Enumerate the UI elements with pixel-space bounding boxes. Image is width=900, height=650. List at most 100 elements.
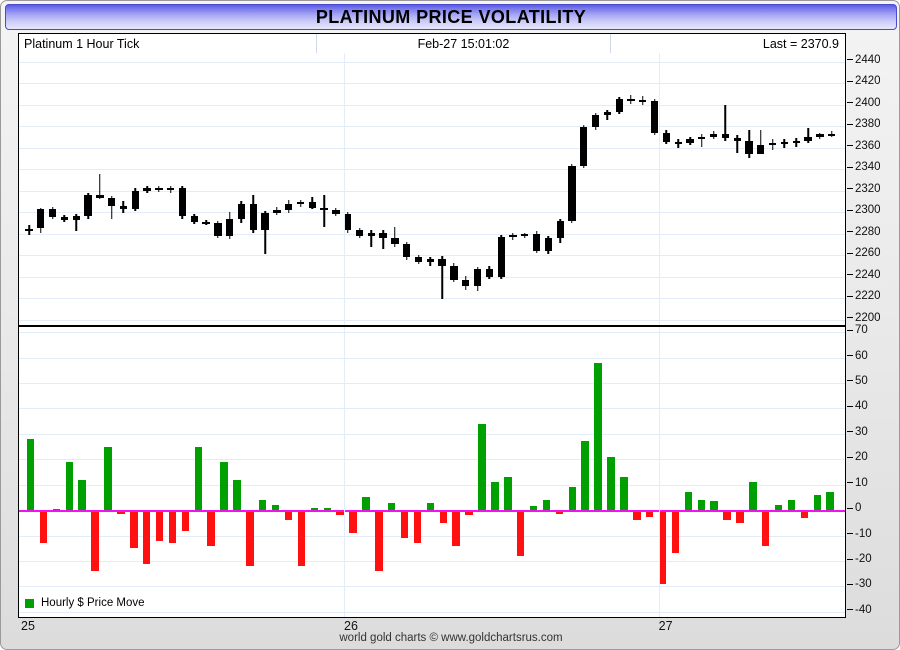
candle-body — [296, 202, 305, 205]
candle-wick — [264, 211, 266, 255]
instrument-label: Platinum 1 Hour Tick — [24, 36, 140, 51]
bottom-date-axis: 25 26 27 — [18, 619, 846, 639]
candle-body — [532, 233, 541, 251]
price-move-bar-up — [504, 477, 512, 511]
candle-wick — [394, 227, 396, 247]
move-gridline — [19, 357, 845, 359]
candlestick — [355, 53, 364, 325]
candlestick — [757, 53, 765, 325]
candlestick — [344, 53, 352, 325]
price-move-bar-down — [800, 510, 809, 518]
candle-body — [320, 207, 328, 210]
candlestick — [521, 53, 529, 325]
price-move-bar-up — [52, 508, 61, 511]
candlestick — [25, 53, 33, 325]
candlestick — [84, 53, 92, 325]
candle-body — [214, 222, 222, 236]
candle-body — [639, 100, 647, 103]
candle-body — [60, 217, 69, 220]
candlestick — [591, 53, 600, 325]
axis-tick-label: 2200 — [847, 312, 881, 324]
legend-swatch-icon — [25, 598, 34, 608]
candle-wick — [75, 214, 77, 232]
candle-body — [167, 188, 175, 191]
candlestick — [167, 53, 175, 325]
x-axis-label: 26 — [344, 619, 358, 633]
x-axis-label: 27 — [658, 619, 673, 633]
price-move-bar-up — [581, 441, 589, 511]
candle-body — [285, 203, 293, 210]
candle-wick — [807, 128, 809, 144]
candle-body — [497, 236, 505, 277]
price-move-bar-up — [194, 446, 202, 511]
price-move-bar-down — [400, 510, 409, 539]
candlestick — [214, 53, 222, 325]
candlestick — [709, 53, 718, 325]
candle-body — [792, 141, 800, 144]
price-move-bar-up — [478, 423, 486, 511]
candlestick — [733, 53, 741, 325]
price-move-bar-down — [91, 510, 99, 572]
candlestick — [603, 53, 612, 325]
price-move-bar-down — [39, 510, 48, 544]
axis-tick-label: 2400 — [847, 97, 881, 109]
price-move-bar-up — [774, 505, 783, 511]
candle-body — [757, 145, 765, 155]
candle-body — [143, 188, 151, 191]
price-move-bar-up — [684, 492, 693, 511]
candle-body — [674, 142, 682, 145]
move-gridline — [19, 459, 845, 461]
price-gridline — [19, 61, 845, 63]
candle-body — [709, 133, 718, 137]
price-move-bar-up — [78, 479, 86, 511]
candle-wick — [724, 104, 727, 142]
candle-body — [344, 214, 352, 231]
day-separator-gridline — [658, 327, 660, 617]
axis-tick-label: 2340 — [847, 161, 881, 173]
candle-body — [462, 279, 470, 287]
price-gridline — [19, 319, 845, 321]
price-move-bar-down — [284, 510, 293, 521]
candle-wick — [736, 134, 738, 153]
price-move-bar-up — [568, 487, 577, 511]
candlestick — [674, 53, 682, 325]
price-move-bar-down — [736, 510, 744, 523]
candlestick — [532, 53, 541, 325]
candlestick — [273, 53, 281, 325]
move-gridline — [19, 433, 845, 435]
candle-body — [37, 208, 45, 229]
candle-wick — [370, 230, 373, 247]
axis-tick-label: 2260 — [847, 247, 881, 259]
price-gridline — [19, 212, 845, 214]
candlestick — [450, 53, 458, 325]
page-title: PLATINUM PRICE VOLATILITY — [315, 6, 587, 27]
price-move-bar-down — [155, 510, 164, 541]
axis-tick-label: 20 — [847, 451, 868, 463]
candle-body — [473, 269, 482, 287]
price-move-bar-up — [323, 507, 331, 511]
price-gridline — [19, 147, 845, 149]
panel-divider — [19, 325, 845, 327]
candlestick — [627, 53, 635, 325]
candlestick — [379, 53, 387, 325]
candlestick — [178, 53, 187, 325]
candlestick — [473, 53, 482, 325]
candlestick — [580, 53, 588, 325]
candle-wick — [701, 133, 703, 147]
axis-tick-label: -20 — [847, 553, 872, 565]
price-move-bar-down — [645, 510, 654, 517]
legend-label: Hourly $ Price Move — [41, 597, 145, 609]
candlestick — [320, 53, 328, 325]
candlestick — [509, 53, 517, 325]
axis-tick-label: 2440 — [847, 54, 881, 66]
axis-tick-label: 2240 — [847, 269, 881, 281]
price-move-bar-down — [297, 510, 306, 567]
candle-body — [119, 205, 128, 209]
price-move-bar-down — [516, 510, 525, 556]
candlestick — [792, 53, 800, 325]
candlestick — [296, 53, 305, 325]
candle-body — [627, 99, 635, 102]
price-move-bar-down — [142, 510, 151, 564]
price-move-bar-down — [413, 510, 422, 544]
